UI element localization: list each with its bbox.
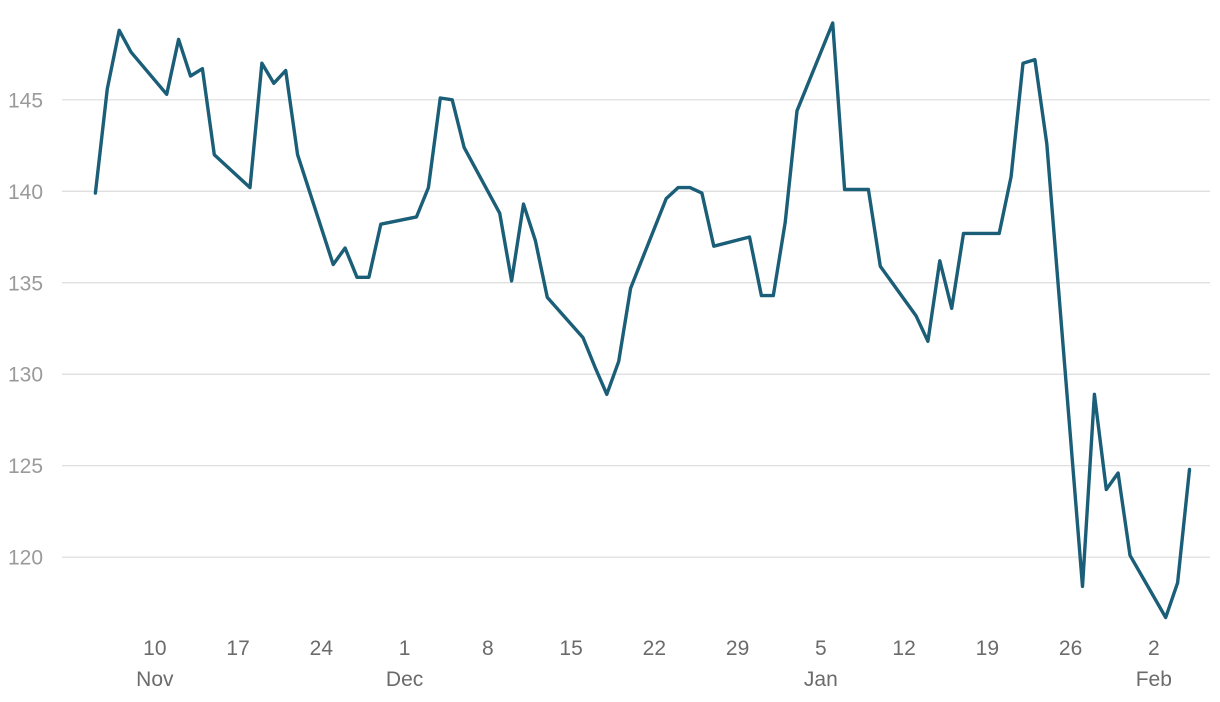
x-tick-label: 24 (310, 637, 334, 660)
x-tick-label: 26 (1059, 637, 1082, 660)
x-month-label: Nov (136, 668, 174, 691)
x-tick-label: 12 (892, 637, 915, 660)
x-tick-label: 22 (643, 637, 666, 660)
x-month-label: Feb (1136, 668, 1172, 691)
x-tick-label: 10 (143, 637, 166, 660)
y-tick-label: 130 (8, 364, 43, 387)
series-line (93, 21, 1192, 620)
x-month-label: Jan (804, 668, 838, 691)
x-axis-tick-labels: 10 Nov 17 24 1 Dec 8 15 22 29 5 Jan 12 19 26 2 Feb (136, 637, 1172, 691)
x-tick-label: 8 (482, 637, 494, 660)
x-tick-label: 5 (815, 637, 827, 660)
series-layer (93, 21, 1192, 620)
x-tick-label: 17 (226, 637, 249, 660)
x-month-label: Dec (386, 668, 423, 691)
x-tick-label: 2 (1148, 637, 1160, 660)
y-tick-label: 140 (8, 181, 43, 204)
y-tick-label: 145 (8, 89, 43, 112)
y-tick-label: 125 (8, 455, 43, 478)
x-tick-label: 19 (976, 637, 999, 660)
y-tick-label: 135 (8, 272, 43, 295)
y-axis-tick-labels: 120 125 130 135 140 145 (8, 89, 43, 569)
y-gridlines (62, 99, 1210, 558)
x-tick-label: 29 (726, 637, 749, 660)
y-tick-label: 120 (8, 547, 43, 570)
x-tick-label: 1 (399, 637, 411, 660)
x-tick-label: 15 (559, 637, 582, 660)
